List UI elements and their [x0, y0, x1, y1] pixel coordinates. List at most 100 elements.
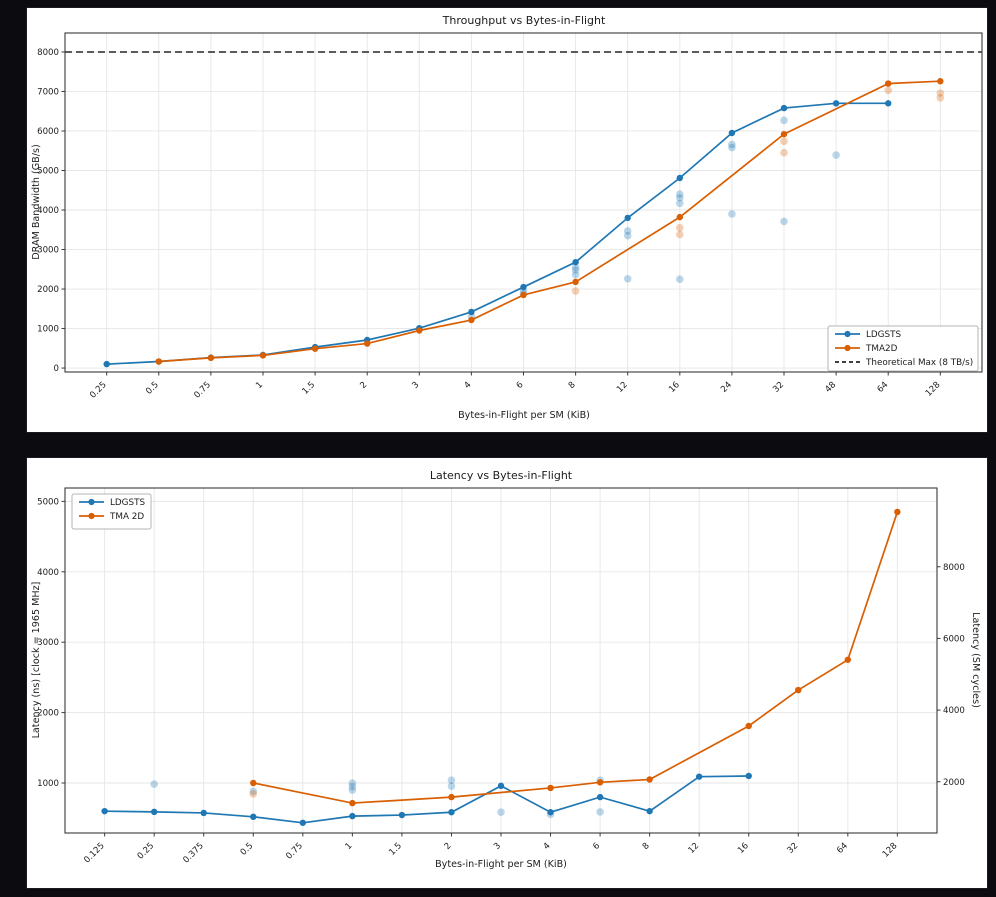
y-tick-label: 1000: [37, 779, 59, 789]
legend-label: TMA 2D: [109, 512, 144, 522]
x-tick-label: 32: [771, 380, 786, 395]
y-tick-label: 7000: [37, 87, 59, 97]
series-marker: [676, 213, 684, 221]
series-marker: [695, 773, 703, 780]
series-marker: [363, 340, 371, 347]
scatter-point: [571, 287, 580, 295]
series-marker: [200, 809, 207, 817]
series-marker: [885, 100, 892, 107]
scatter-point: [150, 780, 158, 788]
x-tick-label: 3: [492, 841, 503, 852]
legend-label: TMA2D: [865, 344, 898, 354]
series-marker: [497, 782, 505, 790]
y-tick-label: 5000: [37, 166, 59, 176]
series-marker: [448, 809, 455, 816]
scatter-point: [676, 190, 684, 199]
series-marker: [468, 316, 475, 324]
series-marker: [596, 779, 604, 786]
y-tick-label: 0: [54, 364, 59, 374]
y-tick-label: 3000: [37, 638, 59, 648]
scatter-point: [571, 263, 580, 272]
x-tick-label: 0.5: [144, 380, 161, 397]
series-marker: [155, 358, 162, 365]
x-tick-label: 16: [736, 841, 751, 856]
scatter-point: [780, 217, 788, 226]
legend-sample-marker: [844, 344, 851, 352]
series-marker: [676, 174, 684, 182]
scatter-point: [676, 230, 684, 239]
x-tick-label: 1: [344, 841, 355, 852]
series-line-ldgsts: [104, 775, 749, 824]
x-tick-label: 0.75: [284, 841, 305, 862]
scatter-point: [728, 210, 736, 218]
series-marker: [150, 808, 158, 816]
series-marker: [596, 793, 604, 801]
series-marker: [624, 214, 631, 222]
legend-label: LDGSTS: [110, 498, 145, 508]
x-tick-label: 0.375: [181, 841, 205, 865]
scatter-point: [447, 782, 456, 790]
x-tick-label: 64: [876, 380, 891, 395]
x-tick-label: 64: [835, 841, 850, 856]
x-axis-label: Bytes-in-Flight per SM (KiB): [458, 410, 590, 421]
x-tick-label: 16: [667, 380, 682, 395]
series-marker: [832, 100, 840, 107]
y-tick-label: 2000: [37, 285, 59, 295]
scatter-point: [623, 274, 632, 283]
scatter-point: [676, 193, 684, 202]
y-tick-label: 2000: [37, 709, 59, 719]
x-tick-label: 128: [881, 841, 900, 860]
y-axis-label: Latency (ns) [clock = 1965 MHz]: [31, 582, 42, 739]
scatter-point: [676, 223, 684, 232]
scatter-point: [596, 808, 604, 816]
x-axis-label: Bytes-in-Flight per SM (KiB): [435, 859, 567, 870]
chart-title: Latency vs Bytes-in-Flight: [430, 469, 573, 482]
x-tick-label: 6: [515, 380, 526, 391]
series-marker: [207, 354, 215, 362]
series-marker: [646, 807, 653, 815]
scatter-point: [623, 231, 632, 240]
x-tick-label: 3: [410, 380, 421, 391]
scatter-point: [623, 227, 632, 235]
scatter-point: [447, 776, 456, 784]
y-tick-label: 1000: [37, 325, 59, 335]
series-marker: [780, 104, 788, 112]
x-tick-label: 2: [443, 841, 454, 852]
series-marker: [547, 809, 554, 816]
series-marker: [745, 772, 752, 780]
scatter-point: [348, 782, 357, 791]
scatter-point: [832, 151, 840, 159]
scatter-point: [780, 116, 788, 125]
x-tick-label: 4: [542, 841, 553, 852]
x-tick-label: 48: [823, 380, 838, 395]
scatter-point: [676, 275, 684, 283]
right-y-tick-label: 8000: [943, 563, 965, 573]
series-marker: [398, 811, 406, 819]
y-tick-label: 6000: [37, 127, 59, 137]
x-tick-label: 4: [463, 380, 474, 391]
legend-label: LDGSTS: [866, 330, 901, 340]
series-marker: [101, 807, 108, 815]
series-marker: [547, 784, 554, 792]
scatter-point: [936, 93, 945, 102]
series-line-ldgsts: [106, 102, 889, 365]
scatter-point: [884, 86, 893, 95]
series-marker: [780, 130, 788, 138]
scatter-point: [249, 787, 258, 796]
x-tick-label: 32: [786, 841, 801, 856]
y-tick-label: 3000: [37, 246, 59, 256]
latency-chart: 0.125 0.25 0.375 0.5 0.75 1 1.5 2 3 4 6 8 12 16 32 64 12…: [31, 469, 981, 870]
scatter-point: [676, 199, 684, 208]
scatter-point: [348, 779, 357, 787]
series-marker: [416, 327, 423, 334]
series-marker: [937, 78, 944, 85]
x-tick-label: 0.25: [136, 841, 157, 862]
scatter-point: [249, 790, 258, 798]
x-tick-label: 24: [719, 380, 734, 395]
throughput-chart: 0.25 0.5 0.75 1 1.5 2 3 4 6 8 12 16 24 32 48 64 128 0 1000…: [31, 14, 983, 421]
y-tick-label: 8000: [37, 48, 59, 58]
right-y-tick-label: 4000: [943, 706, 965, 716]
right-y-tick-label: 6000: [943, 634, 965, 644]
x-tick-label: 128: [924, 380, 943, 399]
series-line-tma-2d: [253, 511, 899, 804]
